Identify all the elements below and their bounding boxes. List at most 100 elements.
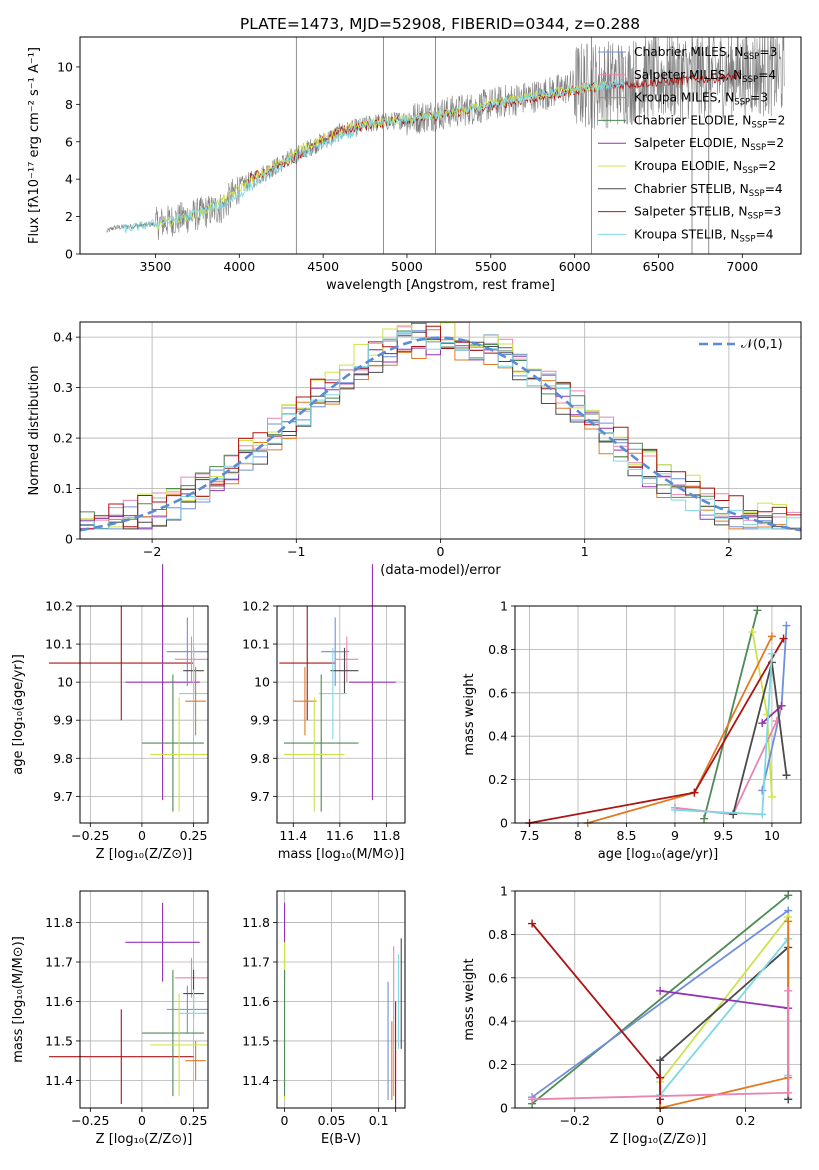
plot-area-mass-vs-ebv xyxy=(283,902,402,1112)
x-tick-label: 4000 xyxy=(223,259,255,274)
axes-spectrum: 3500 4000 4500 5000 5500 6000 6500 7000 0 2 4 6 8 10 w… xyxy=(27,36,802,293)
axes-residual-histogram: −2 −1 0 1 2 0 0.1 0.2 0.3 0.4 (data-model)/error No… xyxy=(27,321,802,578)
x-axis-label: wavelength [Angstrom, rest frame] xyxy=(326,278,555,293)
y-axis-label: mass weight xyxy=(462,673,477,755)
y-tick-label: 11.8 xyxy=(45,915,73,930)
legend-entry: Kroupa STELIB, NSSP=4 xyxy=(634,227,774,244)
x-tick-label: 9.5 xyxy=(713,828,733,843)
x-tick-label: 5500 xyxy=(475,259,507,274)
y-tick-label: 0.2 xyxy=(53,431,73,446)
histogram-steps xyxy=(80,322,801,532)
x-axis-label: Z [log₁₀(Z/Z⊙)] xyxy=(96,1132,193,1147)
x-tick-label: 6500 xyxy=(643,259,675,274)
plot-area-mass-vs-Z xyxy=(49,902,208,1105)
y-tick-label: 0.8 xyxy=(488,642,508,657)
x-tick-label: 7.5 xyxy=(520,828,540,843)
y-tick-label: 6 xyxy=(65,134,73,149)
y-tick-label: 0.4 xyxy=(488,1014,508,1029)
axes-frame xyxy=(514,890,802,1109)
errorbars-mass-vs-Z xyxy=(49,902,208,1105)
series-marker xyxy=(690,788,699,797)
x-tick-label: 9 xyxy=(671,828,679,843)
axes-mass-vs-ebv: 0 0.05 0.1 11.4 11.5 11.6 11.7 11.8 E(B-V) xyxy=(242,890,406,1147)
y-axis-label: mass [log₁₀(M/M⊙)] xyxy=(11,936,26,1063)
series-marker xyxy=(777,701,786,710)
plot-area-mass-weight-vs-age xyxy=(525,606,791,827)
y-tick-label: 0.3 xyxy=(53,380,73,395)
y-tick-label: 1 xyxy=(500,884,508,899)
spectrum-lines xyxy=(106,37,785,254)
axes-frame xyxy=(79,36,802,255)
y-tick-label: 1 xyxy=(500,599,508,614)
lines-mass-weight-vs-Z xyxy=(528,891,793,1112)
y-tick-label: 9.8 xyxy=(53,751,73,766)
x-tick-label: 0 xyxy=(138,828,146,843)
series-marker xyxy=(784,1088,793,1097)
legend-entry: 𝒩(0,1) xyxy=(741,336,783,351)
y-tick-label: 0.2 xyxy=(488,1057,508,1072)
x-tick-label: 3500 xyxy=(140,259,172,274)
x-axis-label: (data-model)/error xyxy=(380,563,501,578)
y-tick-label: 10.1 xyxy=(45,637,73,652)
series-marker xyxy=(779,634,788,643)
axes-frame xyxy=(276,890,406,1109)
x-tick-label: −0.2 xyxy=(560,1113,590,1128)
lines-mass-weight-vs-age xyxy=(525,606,791,827)
series-marker xyxy=(656,1056,665,1065)
x-tick-label: 10 xyxy=(764,828,780,843)
y-tick-label: 11.7 xyxy=(45,955,73,970)
y-tick-label: 0 xyxy=(500,1101,508,1116)
y-tick-label: 0 xyxy=(500,816,508,831)
x-tick-label: −2 xyxy=(143,544,161,559)
x-tick-label: 4500 xyxy=(307,259,339,274)
y-axis-label: Normed distribution xyxy=(27,366,42,496)
axes-age-vs-Z: −0.25 0 0.25 9.7 9.8 9.9 10 10.1 10.2 Z [log₁₀(Z/… xyxy=(11,564,209,862)
axes-frame xyxy=(514,605,802,824)
y-tick-label: 0.4 xyxy=(53,330,73,345)
x-tick-label: 8 xyxy=(574,828,582,843)
series-marker xyxy=(670,805,679,814)
figure-title: PLATE=1473, MJD=52908, FIBERID=0344, z=0… xyxy=(240,15,640,33)
series-line xyxy=(659,989,789,1010)
legend-entry: Kroupa ELODIE, NSSP=2 xyxy=(634,159,776,176)
y-tick-label: 0.6 xyxy=(488,970,508,985)
legend-entry: Kroupa MILES, NSSP=3 xyxy=(634,91,768,108)
y-tick-label: 0.2 xyxy=(488,772,508,787)
series-marker xyxy=(784,986,793,995)
x-axis-label: mass [log₁₀(M/M⊙)] xyxy=(278,847,405,862)
series-marker xyxy=(767,632,776,641)
y-tick-label: 2 xyxy=(65,209,73,224)
y-tick-label: 10 xyxy=(57,675,73,690)
x-tick-label: 0 xyxy=(437,544,445,559)
y-tick-label: 11.5 xyxy=(45,1033,73,1048)
x-tick-label: 0.25 xyxy=(180,828,208,843)
x-tick-label: 0.25 xyxy=(180,1113,208,1128)
axes-mass-vs-Z: −0.25 0 0.25 11.4 11.5 11.6 11.7 11.8 Z [log₁₀(Z… xyxy=(11,890,209,1147)
x-axis-label: E(B-V) xyxy=(321,1132,361,1147)
y-tick-label: 11.6 xyxy=(45,994,73,1009)
y-tick-label: 10 xyxy=(254,675,270,690)
legend-entry: Chabrier MILES, NSSP=3 xyxy=(634,45,777,62)
series-marker xyxy=(758,719,767,728)
y-tick-label: 8 xyxy=(65,97,73,112)
series-marker xyxy=(784,891,793,900)
x-tick-label: 8.5 xyxy=(617,828,637,843)
y-tick-label: 4 xyxy=(65,172,73,187)
plot-area-mass-weight-vs-Z xyxy=(528,891,793,1112)
x-tick-label: 11.4 xyxy=(279,828,307,843)
series-marker xyxy=(656,1073,665,1082)
axes-mass-weight-vs-Z: −0.2 0 0.2 0 0.2 0.4 0.6 0.8 1 Z [log₁₀(Z/Z⊙)] mas… xyxy=(462,884,802,1147)
legend-entry: Salpeter STELIB, NSSP=3 xyxy=(634,205,781,222)
x-tick-label: −1 xyxy=(287,544,305,559)
legend-entry: Chabrier STELIB, NSSP=4 xyxy=(634,182,783,199)
y-tick-label: 0.4 xyxy=(488,729,508,744)
errorbars-age-vs-Z xyxy=(49,564,208,812)
x-tick-label: 6000 xyxy=(559,259,591,274)
series-marker xyxy=(767,792,776,801)
y-tick-label: 0 xyxy=(65,247,73,262)
series-marker xyxy=(656,986,665,995)
x-tick-label: 1 xyxy=(581,544,589,559)
y-tick-label: 11.7 xyxy=(242,955,270,970)
legend-entry: Chabrier ELODIE, NSSP=2 xyxy=(634,113,785,130)
